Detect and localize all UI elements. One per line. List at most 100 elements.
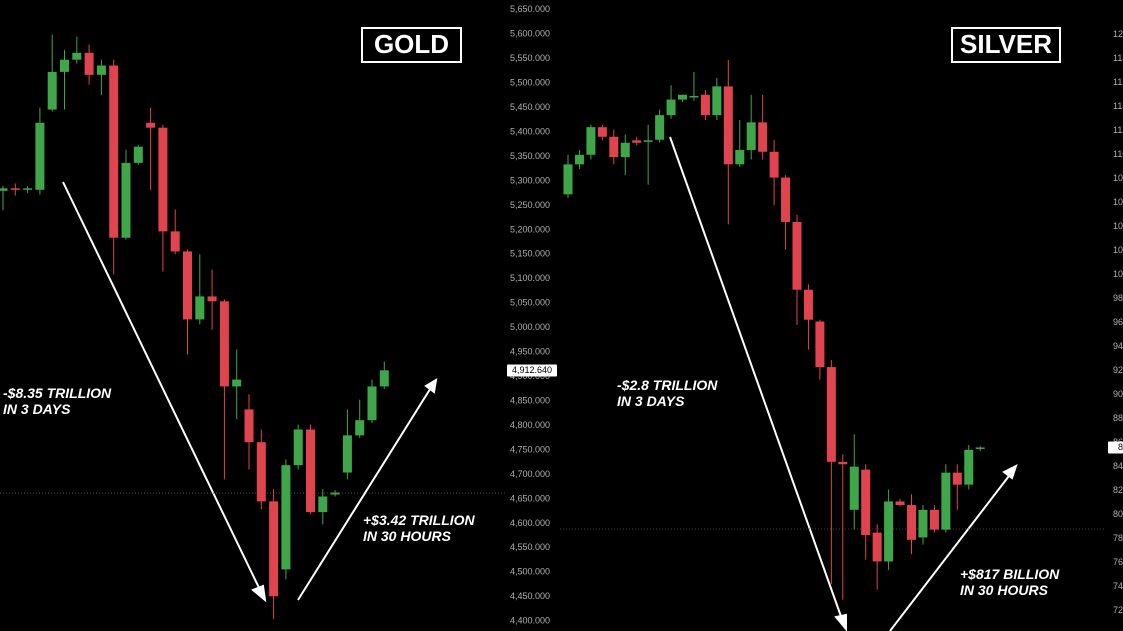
candle-body <box>803 289 813 320</box>
y-tick-label: 5,400.000 <box>510 126 550 136</box>
candle-body <box>10 188 20 190</box>
y-tick-label: 5,150.000 <box>510 249 550 259</box>
y-tick-label: 4,400.000 <box>510 616 550 626</box>
y-tick-label: 5,600.000 <box>510 29 550 39</box>
candle-body <box>643 140 653 142</box>
y-tick-label: 4,550.000 <box>510 542 550 552</box>
candle-body <box>781 177 791 222</box>
y-tick-label: 5,500.000 <box>510 78 550 88</box>
candle-body <box>941 472 951 530</box>
candle-body <box>219 301 229 387</box>
candle-body <box>735 149 745 165</box>
candle-body <box>574 154 584 165</box>
y-tick-label: 82 <box>1113 485 1123 495</box>
y-tick-label: 5,650.000 <box>510 4 550 14</box>
candle-body <box>367 386 377 421</box>
candle-body <box>712 86 722 116</box>
y-tick-label: 5,300.000 <box>510 175 550 185</box>
arrows <box>62 136 1018 631</box>
y-tick-label: 5,450.000 <box>510 102 550 112</box>
candle-body <box>96 65 106 75</box>
y-tick-label: 80 <box>1113 509 1123 519</box>
title-box <box>361 27 462 63</box>
candle-body <box>281 465 291 570</box>
candle-body <box>256 442 266 502</box>
candle-body <box>293 429 303 466</box>
candle-body <box>195 296 205 320</box>
y-tick-label: 4,500.000 <box>510 567 550 577</box>
annotation: IN 3 DAYS <box>3 401 71 417</box>
y-tick-label: 5,250.000 <box>510 200 550 210</box>
candle-body <box>872 532 882 562</box>
y-tick-label: 90 <box>1113 389 1123 399</box>
y-tick-label: 5,050.000 <box>510 298 550 308</box>
y-tick-label: 4,850.000 <box>510 395 550 405</box>
candle-body <box>929 509 939 530</box>
candle-body <box>746 122 756 150</box>
candle-body <box>35 122 45 190</box>
y-tick-label: 5,350.000 <box>510 151 550 161</box>
y-tick-label: 5,100.000 <box>510 273 550 283</box>
candle-body <box>678 94 687 100</box>
candle-body <box>975 447 985 449</box>
y-tick-label: 78 <box>1113 533 1123 543</box>
y-tick-label: 94 <box>1113 341 1123 351</box>
candle-body <box>723 86 733 165</box>
y-tick-label: 5,200.000 <box>510 224 550 234</box>
candle-body <box>884 501 894 562</box>
candle-body <box>609 136 619 158</box>
candle-body <box>232 379 242 387</box>
candle-body <box>838 461 848 465</box>
y-tick-label: 108 <box>1113 173 1123 183</box>
y-tick-label: 4,700.000 <box>510 469 550 479</box>
candle-body <box>84 52 94 75</box>
candle-body <box>47 71 57 110</box>
y-tick-label: 98 <box>1113 293 1123 303</box>
y-tick-label: 88 <box>1113 413 1123 423</box>
y-tick-label: 4,650.000 <box>510 493 550 503</box>
annotation: IN 3 DAYS <box>617 393 685 409</box>
candle-body <box>666 99 676 116</box>
candle-body <box>0 188 8 191</box>
candle-body <box>183 251 192 320</box>
title-box <box>951 27 1061 63</box>
arrow <box>669 136 844 623</box>
arrow-head <box>251 584 267 603</box>
y-tick-label: 84 <box>1113 461 1123 471</box>
candle-body <box>964 449 974 485</box>
y-tick-label: 4,800.000 <box>510 420 550 430</box>
candle-body <box>23 188 33 190</box>
y-tick-label: 112 <box>1113 125 1123 135</box>
candle-body <box>597 127 607 137</box>
annotation: IN 30 HOURS <box>363 528 452 544</box>
candle-body <box>586 127 596 155</box>
y-tick-label: 76 <box>1113 557 1123 567</box>
candle-body <box>318 496 328 513</box>
candle-body <box>146 122 156 128</box>
arrow <box>62 181 263 595</box>
y-tick-label: 106 <box>1113 197 1123 207</box>
y-tick-label: 4,450.000 <box>510 591 550 601</box>
candle-body <box>861 469 871 536</box>
candle-body <box>121 162 131 238</box>
candle-body <box>330 492 340 495</box>
y-tick-label: 110 <box>1113 149 1123 159</box>
arrow <box>889 471 1013 631</box>
candle-body <box>895 501 905 506</box>
candle-body <box>133 146 143 163</box>
candle-body <box>849 466 859 510</box>
candle-body <box>563 164 573 195</box>
candle-body <box>306 429 315 513</box>
arrow <box>297 385 433 601</box>
candle-body <box>269 501 279 597</box>
annotation: +$817 BILLION <box>960 566 1060 582</box>
candle-body <box>792 221 802 290</box>
candle-body <box>620 142 630 158</box>
candle-body <box>379 370 389 387</box>
arrow-head <box>1002 464 1018 480</box>
y-tick-label: 102 <box>1113 245 1123 255</box>
candle-body <box>918 509 928 538</box>
candle-body <box>826 367 836 462</box>
candle-body <box>952 472 962 485</box>
